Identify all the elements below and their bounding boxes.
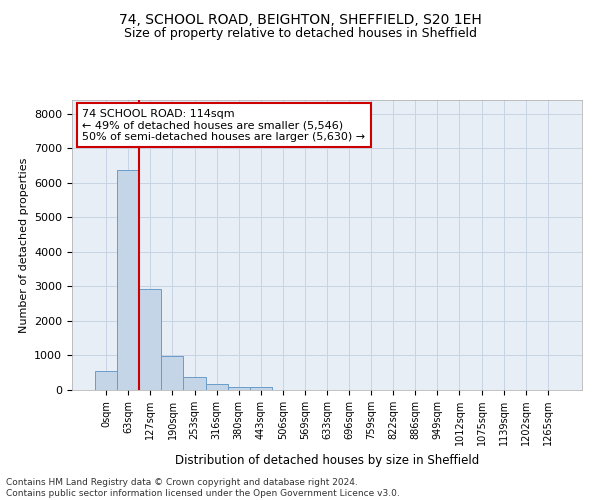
Bar (184, 377, 206, 390)
Text: 74 SCHOOL ROAD: 114sqm
← 49% of detached houses are smaller (5,546)
50% of semi-: 74 SCHOOL ROAD: 114sqm ← 49% of detached… (82, 108, 365, 142)
Bar (95, 370, 117, 390)
Bar (139, 289, 161, 390)
Bar (227, 386, 250, 390)
Y-axis label: Number of detached properties: Number of detached properties (19, 158, 29, 332)
Bar (161, 356, 184, 390)
Text: Size of property relative to detached houses in Sheffield: Size of property relative to detached ho… (124, 28, 476, 40)
Text: 74, SCHOOL ROAD, BEIGHTON, SHEFFIELD, S20 1EH: 74, SCHOOL ROAD, BEIGHTON, SHEFFIELD, S2… (119, 12, 481, 26)
Text: Contains HM Land Registry data © Crown copyright and database right 2024.
Contai: Contains HM Land Registry data © Crown c… (6, 478, 400, 498)
Bar (250, 388, 272, 390)
X-axis label: Distribution of detached houses by size in Sheffield: Distribution of detached houses by size … (175, 454, 479, 466)
Bar (117, 170, 139, 390)
Bar (206, 384, 227, 390)
